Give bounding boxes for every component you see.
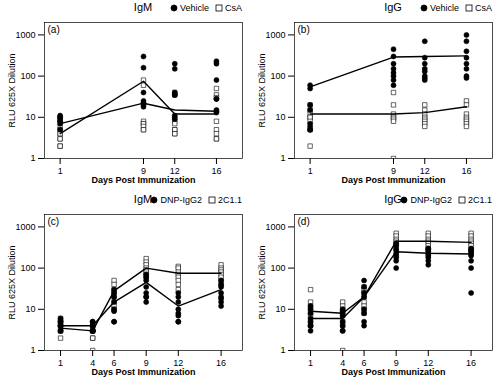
html-text:IgG: IgG — [384, 193, 402, 205]
svg-text:RLU 625X Dilution: RLU 625X Dilution — [7, 53, 17, 127]
svg-text:16: 16 — [211, 166, 221, 176]
svg-text:16: 16 — [466, 358, 476, 368]
svg-text:12: 12 — [169, 165, 180, 176]
svg-text:1: 1 — [308, 358, 313, 368]
svg-text:1: 1 — [58, 358, 63, 368]
svg-text:16: 16 — [216, 358, 226, 368]
svg-text:1: 1 — [30, 345, 35, 355]
html-text:DNP-IgG2: DNP-IgG2 — [160, 195, 202, 205]
svg-text:10: 10 — [275, 304, 285, 314]
svg-text:(c): (c) — [48, 216, 60, 227]
svg-text:12: 12 — [423, 357, 434, 368]
svg-text:6: 6 — [111, 357, 117, 368]
svg-text:(b): (b) — [298, 24, 310, 35]
svg-text:100: 100 — [270, 263, 285, 273]
svg-text:RLU 625X Dilution: RLU 625X Dilution — [257, 53, 267, 127]
svg-text:1: 1 — [280, 153, 285, 163]
svg-text:Days Post Immunization: Days Post Immunization — [341, 175, 445, 185]
svg-text:1: 1 — [30, 153, 35, 163]
html-text:2C1.1: 2C1.1 — [218, 195, 242, 205]
svg-text:1: 1 — [308, 166, 313, 176]
html-text:CsA: CsA — [475, 3, 492, 13]
svg-text:1000: 1000 — [265, 222, 285, 232]
html-text:IgM: IgM — [133, 1, 153, 13]
html-text:IgG: IgG — [384, 1, 402, 13]
svg-text:12: 12 — [173, 357, 184, 368]
svg-text:(a): (a) — [48, 24, 60, 35]
svg-text:9: 9 — [393, 357, 399, 368]
svg-text:6: 6 — [361, 357, 367, 368]
svg-text:4: 4 — [340, 357, 346, 368]
html-text:DNP-IgG2: DNP-IgG2 — [410, 195, 452, 205]
svg-text:(d): (d) — [298, 216, 310, 227]
html-text:Vehicle: Vehicle — [430, 3, 459, 13]
svg-text:Days Post Immunization: Days Post Immunization — [91, 367, 195, 377]
svg-text:100: 100 — [20, 263, 35, 273]
svg-text:1: 1 — [58, 166, 63, 176]
html-text:2C1.1: 2C1.1 — [468, 195, 492, 205]
svg-text:10: 10 — [275, 112, 285, 122]
svg-text:16: 16 — [461, 166, 471, 176]
svg-text:1000: 1000 — [15, 222, 35, 232]
svg-text:1000: 1000 — [265, 30, 285, 40]
svg-text:1: 1 — [280, 345, 285, 355]
svg-text:10: 10 — [25, 304, 35, 314]
svg-text:RLU 625X Dilution: RLU 625X Dilution — [7, 245, 17, 319]
html-text:Vehicle: Vehicle — [180, 3, 209, 13]
svg-text:Days Post Immunization: Days Post Immunization — [91, 175, 195, 185]
svg-text:10: 10 — [25, 112, 35, 122]
svg-text:9: 9 — [391, 165, 396, 176]
svg-text:100: 100 — [270, 71, 285, 81]
svg-text:100: 100 — [20, 71, 35, 81]
svg-text:RLU 625X Dilution: RLU 625X Dilution — [257, 245, 267, 319]
svg-text:Days Post Immunization: Days Post Immunization — [341, 367, 445, 377]
svg-text:9: 9 — [143, 357, 149, 368]
html-text:CsA: CsA — [225, 3, 242, 13]
svg-text:4: 4 — [90, 357, 96, 368]
svg-text:9: 9 — [141, 165, 146, 176]
svg-text:1000: 1000 — [15, 30, 35, 40]
html-text:IgM: IgM — [133, 193, 153, 205]
svg-text:12: 12 — [419, 165, 430, 176]
